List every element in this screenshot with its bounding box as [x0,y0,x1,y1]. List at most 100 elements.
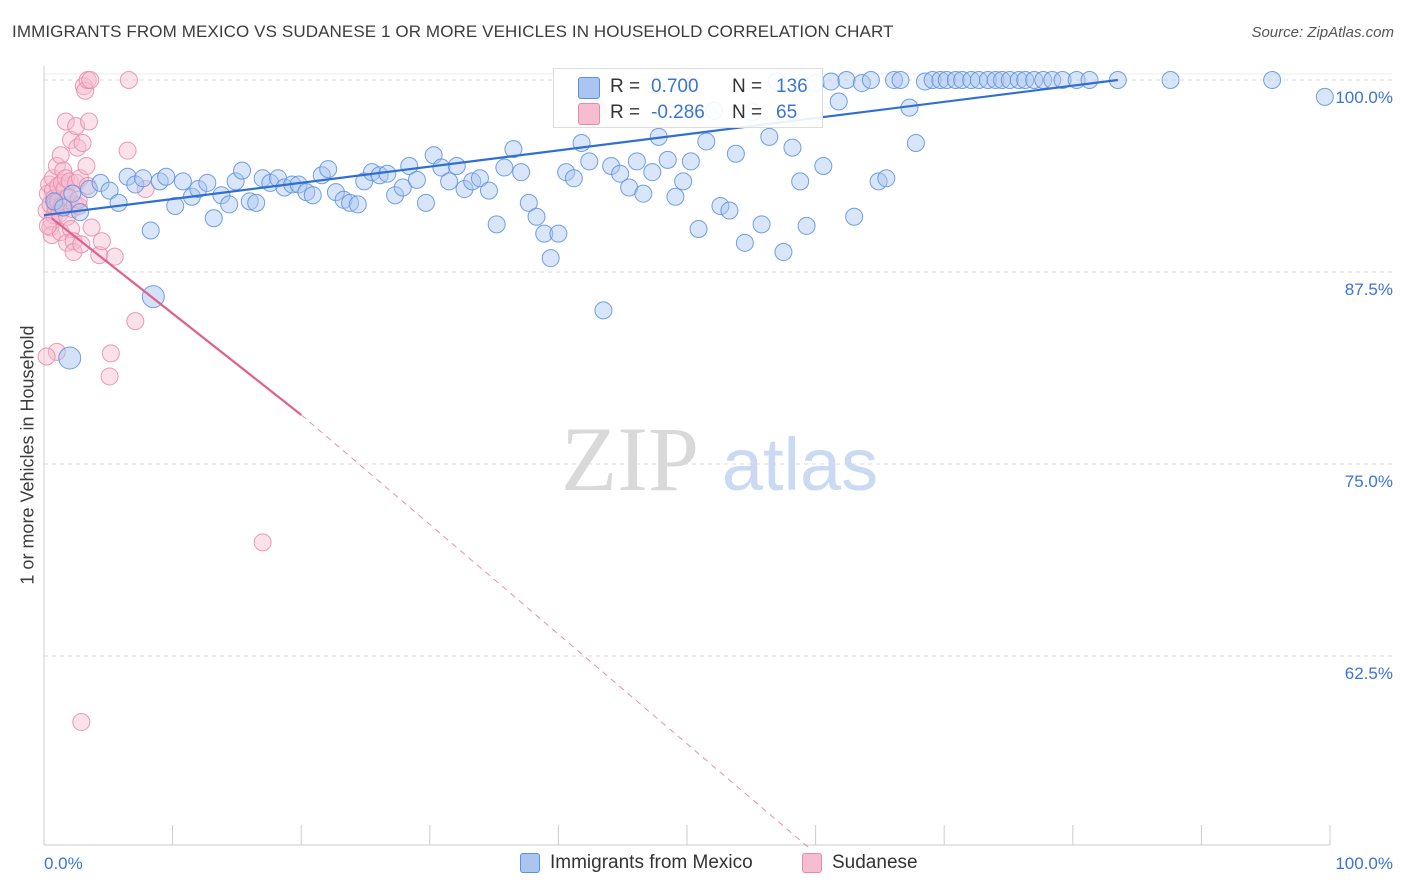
mexico-point [519,193,538,212]
mexico-point [189,180,208,199]
mexico-point [198,173,217,192]
mexico-point [697,132,716,151]
mexico-point [602,157,621,176]
mexico-point [393,178,412,197]
mexico-point [861,71,880,89]
mexico-point [355,172,374,191]
mexico-point [495,158,514,177]
mexico-point [885,71,904,89]
mexico-point [1315,87,1334,106]
sudanese-point [77,157,96,176]
trend-lines [43,78,1118,849]
mexico-point [937,71,956,89]
mexico-point [674,172,693,191]
mexico-point [814,157,833,176]
mexico-point [1053,71,1072,89]
sudanese-trend-line [51,217,302,416]
mexico-point [877,169,896,188]
mexico-point [611,164,630,183]
mexico-point [504,140,523,159]
mexico-point [80,180,99,199]
legend-label-mexico: Immigrants from Mexico [550,852,753,873]
r-value-sudanese: -0.286 [651,102,705,123]
mexico-point [752,215,771,234]
sudanese-point [62,130,81,149]
grid-lines [44,73,1392,657]
mexico-point [594,301,613,320]
sudanese-point [82,218,101,237]
mexico-point [720,201,739,220]
mexico-point [627,152,646,171]
sudanese-point [72,235,91,254]
mexico-point [447,157,466,176]
mexico-point [1009,71,1028,89]
mexico-point [220,195,239,214]
mexico-point [829,92,848,111]
mexico-point [580,152,599,171]
watermark: ZIP atlas [561,408,878,510]
mexico-point [512,163,531,182]
mexico-point [432,158,451,177]
mexico-point [204,209,223,228]
mexico-point [141,221,160,240]
sudanese-point [118,141,137,160]
r-label-sudanese: R = [610,102,641,123]
mexico-point [173,172,192,191]
mexico-point [891,71,910,89]
mexico-point [166,196,185,215]
mexico-point [150,172,169,191]
axes [43,66,1331,846]
mexico-point [407,170,426,189]
mexico-point [535,224,554,243]
watermark-zip: ZIP [561,408,699,510]
sudanese-point [51,146,70,165]
x-tick-label: 0.0% [44,854,83,873]
mexico-point [247,193,266,212]
mexico-point [326,183,345,202]
watermark-atlas: atlas [722,423,878,506]
mexico-point [681,152,700,171]
mexico-point [319,160,338,179]
mexico-point [1263,71,1282,89]
mexico-point [386,186,405,205]
sudanese-point [100,367,119,386]
sudanese-point [38,216,57,235]
sudanese-point [92,232,111,251]
sudanese-point [47,157,66,176]
tick-labels: 100.0% 87.5% 75.0% 62.5% 0.0% 100.0% [44,88,1393,873]
sudanese-point [105,247,124,266]
mexico-point [91,173,110,192]
legend-swatch-mexico [578,77,600,99]
mexico-point [479,181,498,200]
bottom-legend: Immigrants from Mexico Sudanese [0,852,1406,878]
sudanese-point [101,344,120,363]
sudanese-point [56,112,75,131]
mexico-point [1080,71,1099,89]
mexico-point [303,186,322,205]
mexico-point [658,150,677,169]
mexico-point [783,138,802,157]
mexico-point [837,71,856,89]
mexico-point [416,193,435,212]
sudanese-point [37,347,56,366]
y-tick-label: 100.0% [1335,88,1393,107]
sudanese-point [73,133,92,152]
chart-title: IMMIGRANTS FROM MEXICO VS SUDANESE 1 OR … [12,22,894,41]
mexico-point [1025,71,1044,89]
y-tick-label: 62.5% [1345,664,1393,683]
mexico-point [906,133,925,152]
mexico-point [341,193,360,212]
mexico-point [45,192,64,211]
mexico-point [689,219,708,238]
legend-item-sudanese: Sudanese [802,852,918,874]
sudanese-point [119,71,138,89]
mexico-point [100,181,119,200]
mexico-point [931,71,950,89]
mexico-point [470,169,489,188]
sudanese-point [64,243,83,262]
sudanese-point [81,71,100,89]
mexico-point [791,172,810,191]
y-axis-label: 1 or more Vehicles in Household [17,325,38,585]
mexico-point [240,192,259,211]
correlation-legend: R = 0.700 N = 136 R = -0.286 N = 65 [553,68,823,128]
